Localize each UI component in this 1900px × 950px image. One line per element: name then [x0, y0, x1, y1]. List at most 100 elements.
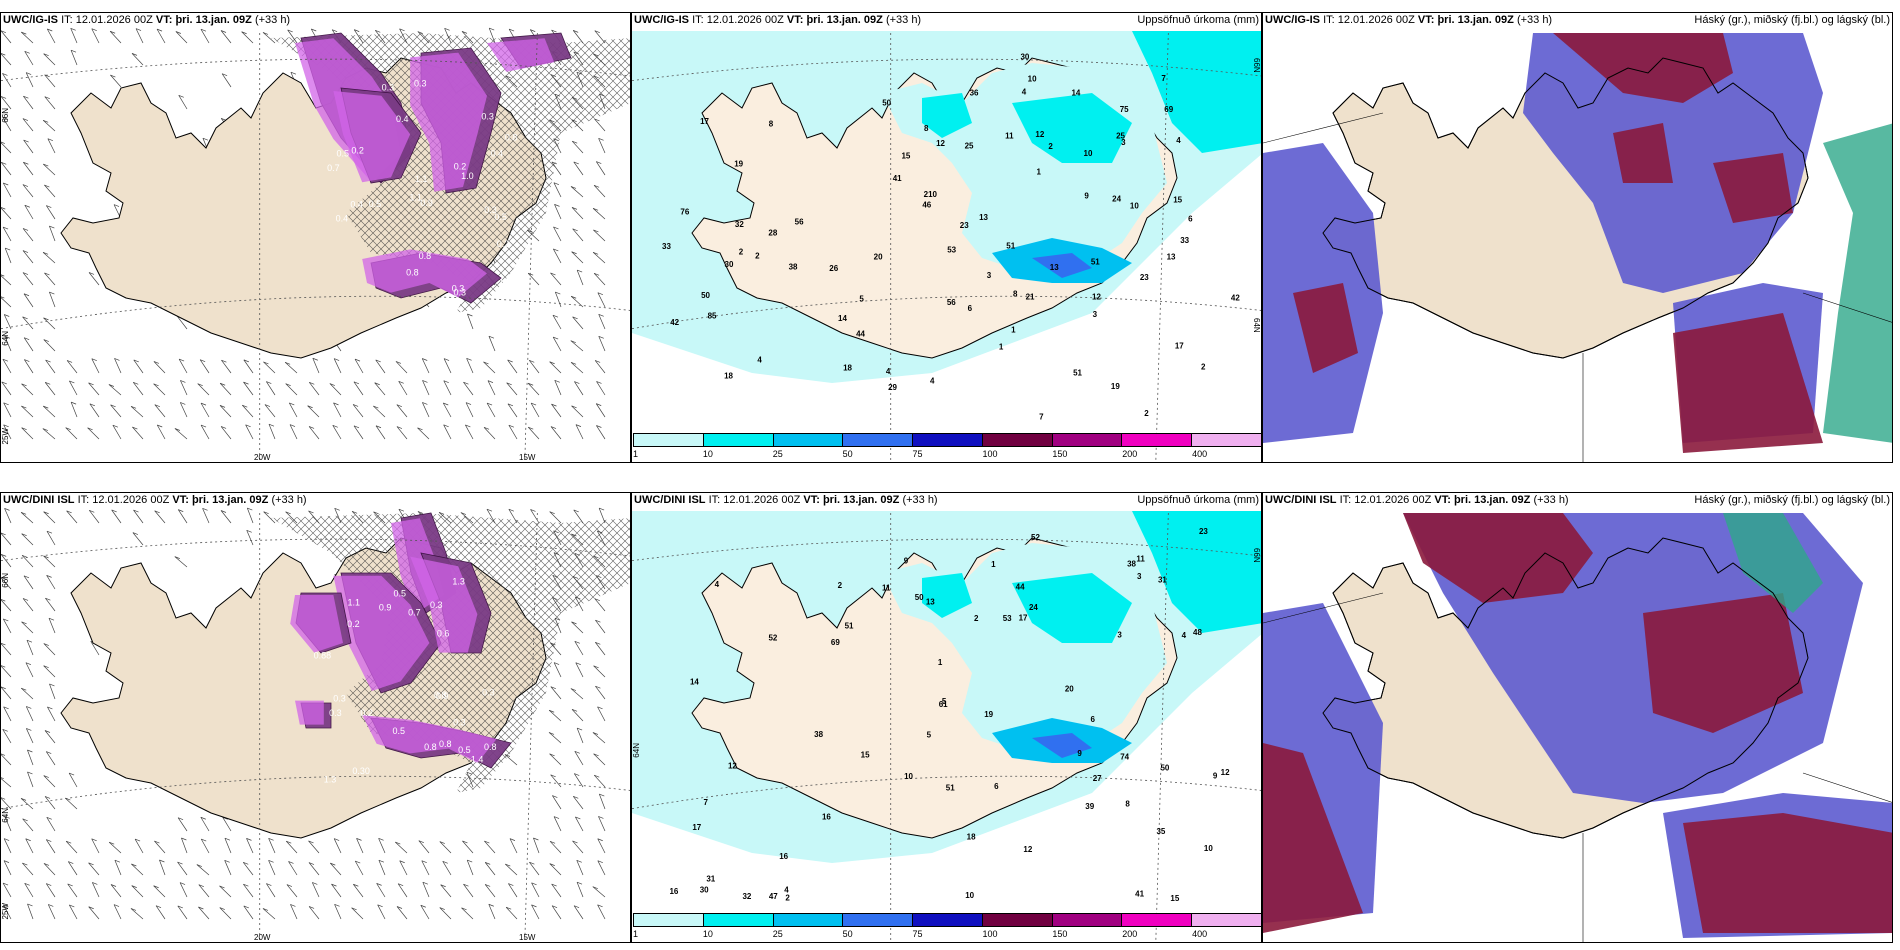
- wind-barb-flag: [47, 28, 53, 32]
- precip-value-label: 51: [845, 622, 854, 631]
- wind-barb: [553, 182, 562, 198]
- precip-zone-core: [295, 700, 324, 725]
- wind-barb: [330, 862, 342, 876]
- snow-cover-hatch: [271, 513, 630, 793]
- wind-barb: [483, 361, 496, 374]
- precip-moderate-land: [1012, 573, 1132, 643]
- wind-barb-flag: [91, 28, 97, 32]
- wind-barb-flag: [576, 859, 582, 863]
- wind-barb-flag: [242, 404, 248, 408]
- wind-barb-flag: [3, 860, 10, 863]
- wind-barb: [197, 383, 210, 396]
- wind-barb-flag: [1, 642, 6, 646]
- wind-barb: [134, 838, 144, 854]
- wind-barb: [65, 840, 78, 854]
- wind-barb-flag: [554, 204, 560, 207]
- wind-barb-flag: [463, 381, 469, 385]
- wind-barb: [554, 204, 562, 220]
- wind-barb-flag: [466, 358, 472, 361]
- value-label: 1.3: [324, 774, 337, 784]
- wind-barb: [246, 530, 254, 546]
- wind-barb-flag: [553, 248, 559, 252]
- wind-barb-flag: [286, 840, 292, 844]
- precip-value-label: 5: [942, 697, 947, 706]
- precip-value-label: 17: [1175, 342, 1184, 351]
- wind-barb-flag: [575, 816, 581, 820]
- wind-barb: [1, 30, 12, 44]
- precip-value-label: 13: [926, 597, 935, 606]
- wind-barb-flag: [177, 905, 183, 909]
- wind-barb: [461, 907, 474, 920]
- precip-value-label: 2: [1048, 142, 1053, 151]
- value-label: 0.8: [419, 251, 432, 261]
- wind-barb-flag: [552, 795, 558, 798]
- value-label: 0.3: [329, 708, 342, 718]
- wind-barb: [196, 864, 210, 876]
- wind-barb-flag: [593, 753, 599, 757]
- wind-barb-flag: [49, 683, 55, 687]
- wind-barb-flag: [132, 426, 138, 430]
- precip-value-label: 38: [814, 730, 823, 739]
- wind-barb: [553, 662, 562, 678]
- wind-barb: [593, 273, 606, 286]
- colorbar-swatch: [1192, 434, 1261, 446]
- precip-value-label: 6: [994, 782, 999, 791]
- precip-value-label: 38: [789, 262, 798, 271]
- wind-barb-flag: [22, 118, 29, 121]
- wind-barb-flag: [594, 774, 600, 778]
- wind-barb-flag: [2, 73, 8, 76]
- precip-value-label: 85: [708, 311, 717, 320]
- wind-barb-flag: [485, 862, 491, 865]
- value-label: 0.2: [497, 239, 510, 249]
- wind-barb: [44, 730, 56, 744]
- wind-barb-flag: [592, 251, 599, 255]
- wind-barb: [1, 754, 12, 766]
- precip-value-label: 2: [755, 251, 760, 260]
- wind-barb: [576, 269, 584, 286]
- wind-barb: [308, 906, 320, 920]
- wind-barb-flag: [44, 74, 50, 78]
- wind-barb: [375, 425, 386, 440]
- value-label: 0.88: [314, 650, 332, 660]
- wind-barb: [219, 383, 232, 396]
- wind-barb: [131, 863, 144, 876]
- precip-value-label: 2: [1201, 363, 1206, 372]
- wind-barb: [263, 511, 276, 524]
- wind-barb: [70, 401, 78, 418]
- colorbar-swatch: [982, 434, 1053, 446]
- wind-barb: [576, 727, 584, 744]
- wind-barb: [22, 250, 34, 264]
- wind-barb: [20, 798, 34, 810]
- wind-barb: [111, 509, 122, 524]
- wind-barb-flag: [27, 749, 33, 753]
- wind-barb-flag: [308, 840, 314, 844]
- wind-barb-flag: [1, 381, 7, 385]
- wind-barb-flag: [133, 509, 139, 513]
- lat-label: 64N: [1252, 318, 1261, 333]
- wind-barb: [378, 860, 386, 876]
- wind-barb-flag: [22, 250, 29, 253]
- wind-barb-flag: [2, 117, 8, 120]
- wind-barb: [23, 293, 34, 308]
- wind-barb: [309, 382, 320, 396]
- wind-barb: [554, 380, 562, 396]
- wind-barb: [4, 336, 12, 352]
- wind-barb-flag: [112, 424, 119, 428]
- colorbar-tick-label: 1: [633, 449, 639, 459]
- wind-barb-flag: [1, 30, 6, 33]
- wind-barb: [46, 205, 56, 220]
- precip-value-label: 33: [1180, 236, 1189, 245]
- wind-barb-flag: [485, 884, 491, 887]
- wind-barb: [44, 96, 56, 110]
- wind-barb-flag: [285, 511, 291, 515]
- wind-barb: [88, 906, 100, 920]
- wind-barb-flag: [202, 508, 208, 511]
- wind-barb: [3, 860, 12, 876]
- wind-barb-flag: [174, 556, 180, 559]
- wind-barb: [43, 339, 56, 352]
- wind-barb-flag: [26, 706, 32, 709]
- precip-value-label: 11: [1005, 132, 1014, 141]
- wind-barb-flag: [246, 838, 252, 841]
- wind-barb: [27, 771, 34, 788]
- precip-colorbar: [633, 433, 1261, 447]
